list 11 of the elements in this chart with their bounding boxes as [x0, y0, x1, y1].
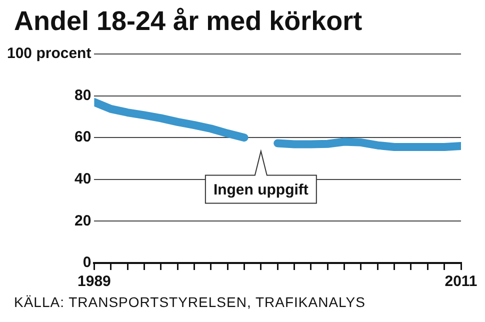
x-tick-label: 2011 — [444, 273, 478, 290]
x-tick-label: 1989 — [78, 273, 111, 290]
annotation: Ingen uppgift — [213, 181, 308, 198]
y-tick-label: 80 — [74, 86, 92, 104]
y-tick-label: 40 — [74, 170, 92, 188]
y-tick-label: 60 — [74, 128, 92, 146]
text: KÄLLA: TRANSPORTSTYRELSEN, TRAFIKANALYS — [13, 294, 366, 310]
y-tick-label: 100 procent — [6, 45, 92, 62]
y-tick-label: 20 — [74, 212, 92, 230]
y-tick-label: 0 — [82, 254, 92, 272]
chart-title: Andel 18-24 år med körkort — [13, 5, 364, 38]
